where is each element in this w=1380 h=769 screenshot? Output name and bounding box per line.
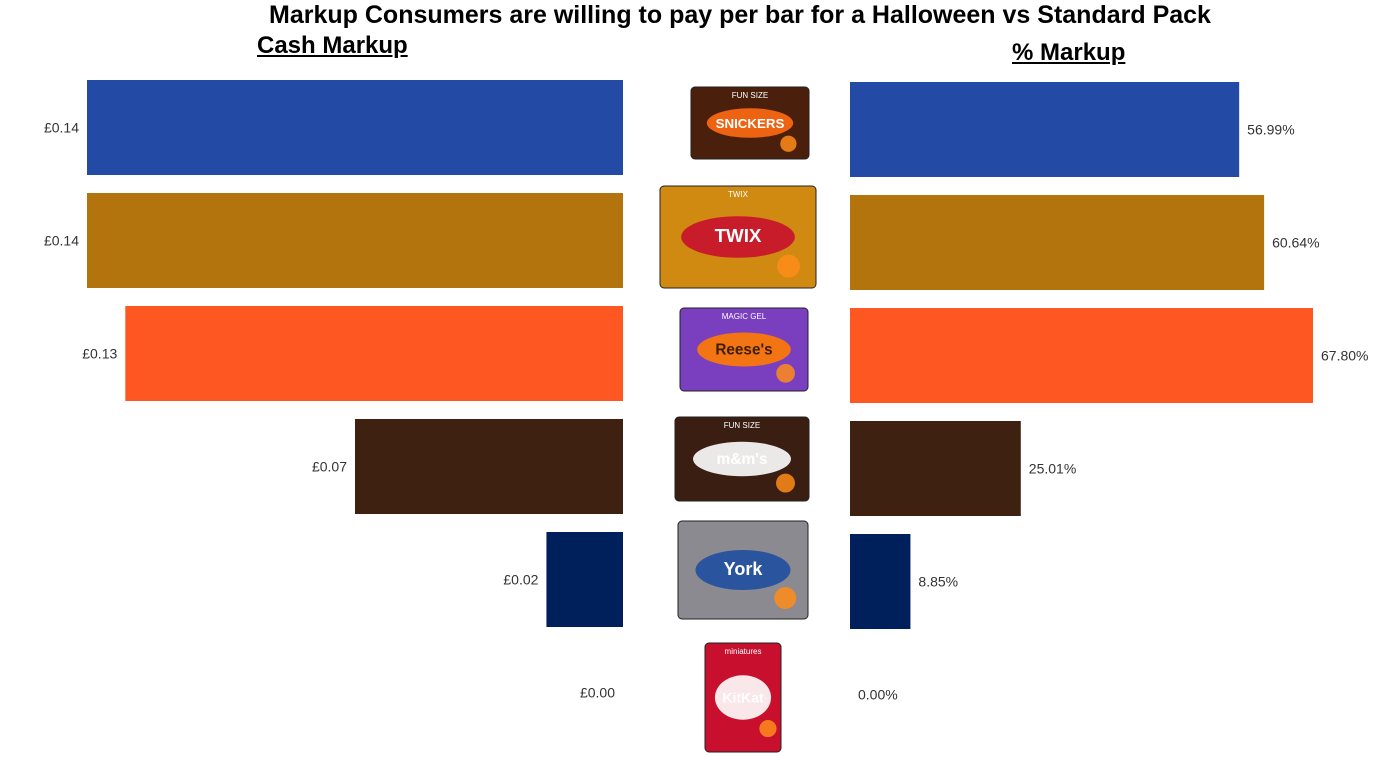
percent-bar-snickers xyxy=(850,82,1240,177)
cash-label-twix: £0.14 xyxy=(44,233,79,249)
svg-text:miniatures: miniatures xyxy=(725,647,762,656)
cash-bar-york xyxy=(546,532,623,627)
cash-bar-twix xyxy=(87,193,623,288)
svg-text:TWIX: TWIX xyxy=(715,225,762,246)
percent-bar-reeses xyxy=(850,308,1313,403)
snickers-pack-icon: SNICKERS FUN SIZE xyxy=(690,86,810,160)
cash-label-reeses: £0.13 xyxy=(82,346,117,362)
svg-text:FUN SIZE: FUN SIZE xyxy=(732,91,768,100)
percent-label-kitkat: 0.00% xyxy=(858,687,898,703)
svg-text:SNICKERS: SNICKERS xyxy=(716,116,785,131)
twix-pack-icon: TWIX TWIX xyxy=(659,185,817,289)
cash-bar-mms xyxy=(355,419,623,514)
svg-text:Reese's: Reese's xyxy=(715,342,772,359)
cash-markup-title: Cash Markup xyxy=(257,32,408,59)
svg-text:TWIX: TWIX xyxy=(728,190,749,199)
percent-bar-york xyxy=(850,534,911,629)
percent-markup-title: % Markup xyxy=(1012,39,1126,66)
cash-label-kitkat: £0.00 xyxy=(580,685,615,701)
chart-title: Markup Consumers are willing to pay per … xyxy=(269,1,1211,29)
svg-text:FUN SIZE: FUN SIZE xyxy=(724,421,760,430)
mms-pack-icon: m&m's FUN SIZE xyxy=(674,416,810,502)
percent-label-york: 8.85% xyxy=(918,574,958,590)
cash-label-york: £0.02 xyxy=(503,572,538,588)
percent-label-reeses: 67.80% xyxy=(1321,348,1368,364)
cash-bar-snickers xyxy=(87,80,623,175)
svg-text:KitKat: KitKat xyxy=(722,690,764,706)
kitkat-pack-icon: KitKat miniatures xyxy=(704,642,782,753)
cash-label-mms: £0.07 xyxy=(312,459,347,475)
cash-label-snickers: £0.14 xyxy=(44,120,79,136)
percent-label-mms: 25.01% xyxy=(1029,461,1076,477)
york-pack-icon: York xyxy=(677,520,809,620)
percent-label-snickers: 56.99% xyxy=(1247,122,1294,138)
svg-text:m&m's: m&m's xyxy=(717,451,768,468)
percent-label-twix: 60.64% xyxy=(1272,235,1319,251)
svg-text:MAGIC GEL: MAGIC GEL xyxy=(722,312,767,321)
percent-bar-twix xyxy=(850,195,1265,290)
reeses-pack-icon: Reese's MAGIC GEL xyxy=(679,307,809,392)
cash-bar-reeses xyxy=(125,306,624,401)
svg-text:York: York xyxy=(724,559,764,579)
percent-bar-mms xyxy=(850,421,1021,516)
